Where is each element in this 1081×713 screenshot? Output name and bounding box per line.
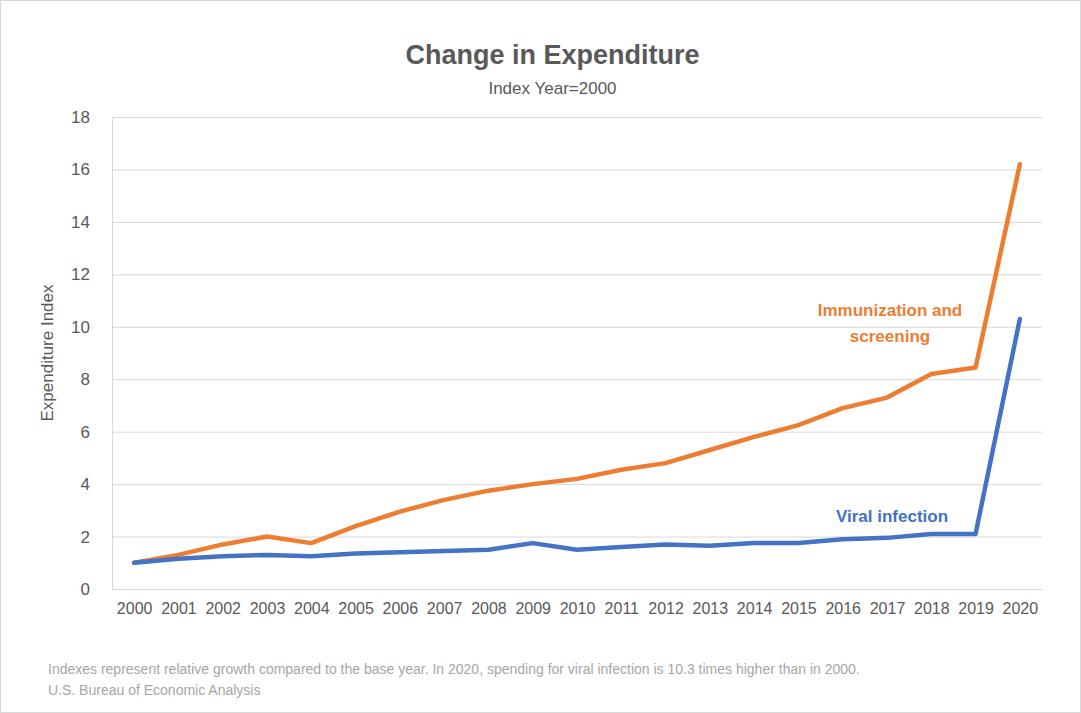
x-tick: 2017	[870, 589, 906, 617]
x-tick: 2007	[427, 589, 463, 617]
grid-line	[112, 589, 1042, 590]
x-axis-line	[113, 589, 1043, 590]
grid-line	[112, 169, 1042, 170]
y-tick: 8	[81, 370, 1042, 389]
x-tick-label: 2015	[781, 600, 817, 617]
x-tick-label: 2009	[515, 600, 551, 617]
y-tick: 18	[71, 108, 1042, 127]
chart-subtitle: Index Year=2000	[488, 79, 616, 98]
y-tick: 14	[71, 213, 1042, 232]
y-axis-line	[112, 118, 113, 590]
x-tick-label: 2020	[1003, 600, 1039, 617]
x-tick-label: 2013	[693, 600, 729, 617]
chart-container: Change in Expenditure Index Year=2000 0 2 4 6…	[0, 0, 1081, 713]
x-tick-label: 2008	[471, 600, 507, 617]
footnote: U.S. Bureau of Economic Analysis	[48, 682, 260, 698]
y-tick: 4	[81, 475, 1042, 494]
y-axis-title: Expenditure Index	[38, 284, 57, 422]
y-tick-label: 6	[81, 423, 90, 442]
x-tick: 2002	[205, 589, 241, 617]
x-tick: 2009	[515, 589, 551, 617]
footnote: Indexes represent relative growth compar…	[48, 661, 860, 677]
x-tick: 2006	[383, 589, 419, 617]
y-tick: 0	[81, 580, 1042, 599]
x-tick-label: 2012	[648, 600, 684, 617]
x-tick-label: 2006	[383, 600, 419, 617]
x-tick: 2000	[117, 589, 153, 617]
series-label: Viral infection	[836, 507, 948, 526]
x-tick-label: 2011	[605, 600, 640, 617]
x-tick-label: 2017	[870, 600, 906, 617]
x-tick: 2015	[781, 589, 817, 617]
x-tick: 2011	[605, 589, 640, 617]
chart-border	[1, 1, 1081, 713]
x-tick-label: 2005	[338, 600, 374, 617]
x-tick: 2004	[294, 589, 330, 617]
x-tick: 2012	[648, 589, 684, 617]
x-tick-label: 2010	[560, 600, 596, 617]
grid-line	[112, 274, 1042, 275]
x-tick-label: 2016	[825, 600, 861, 617]
x-tick-label: 2004	[294, 600, 330, 617]
x-tick-label: 2002	[205, 600, 241, 617]
grid-line	[112, 117, 1042, 118]
y-tick-label: 12	[71, 265, 90, 284]
y-axis: 0 2 4 6 8 10 12 14 16 18	[71, 108, 1042, 599]
grid-line	[112, 222, 1042, 223]
grid-line	[112, 432, 1042, 433]
y-tick-label: 2	[81, 527, 90, 546]
x-tick: 2014	[737, 589, 773, 617]
series-label: Immunization andscreening	[818, 301, 963, 346]
x-tick: 2020	[1003, 589, 1039, 617]
plot-area: 0246810121416182000200120022003200420052…	[71, 108, 1042, 617]
x-tick: 2010	[560, 589, 596, 617]
x-tick-label: 2000	[117, 600, 153, 617]
series-group	[134, 164, 1020, 563]
y-tick: 12	[71, 265, 1042, 284]
grid-line	[112, 484, 1042, 485]
y-tick-label: 0	[81, 580, 90, 599]
chart-svg: Change in Expenditure Index Year=2000 0 2 4 6…	[0, 0, 1081, 713]
x-tick: 2016	[825, 589, 861, 617]
x-axis: 2000 2001 2002 2003 2004 2005 2006 2007 2008 2009…	[113, 589, 1043, 617]
x-tick: 2013	[693, 589, 729, 617]
x-tick: 2019	[958, 589, 994, 617]
x-tick-label: 2001	[161, 600, 197, 617]
x-tick: 2001	[161, 589, 197, 617]
x-tick: 2018	[914, 589, 950, 617]
x-tick-label: 2007	[427, 600, 463, 617]
chart-title: Change in Expenditure	[405, 40, 699, 70]
y-tick: 6	[81, 423, 1042, 442]
x-tick-label: 2018	[914, 600, 950, 617]
y-tick-label: 16	[71, 160, 90, 179]
y-tick-label: 8	[81, 370, 90, 389]
y-tick-label: 18	[71, 108, 90, 127]
x-tick: 2005	[338, 589, 374, 617]
y-tick: 16	[71, 160, 1042, 179]
x-tick: 2008	[471, 589, 507, 617]
y-tick-label: 10	[71, 318, 90, 337]
y-tick-label: 4	[81, 475, 90, 494]
grid-line	[112, 379, 1042, 380]
x-tick-label: 2019	[958, 600, 994, 617]
x-tick-label: 2014	[737, 600, 773, 617]
series-line	[134, 164, 1020, 563]
x-tick: 2003	[250, 589, 286, 617]
series-line	[134, 319, 1020, 563]
y-tick-label: 14	[71, 213, 90, 232]
x-tick-label: 2003	[250, 600, 286, 617]
